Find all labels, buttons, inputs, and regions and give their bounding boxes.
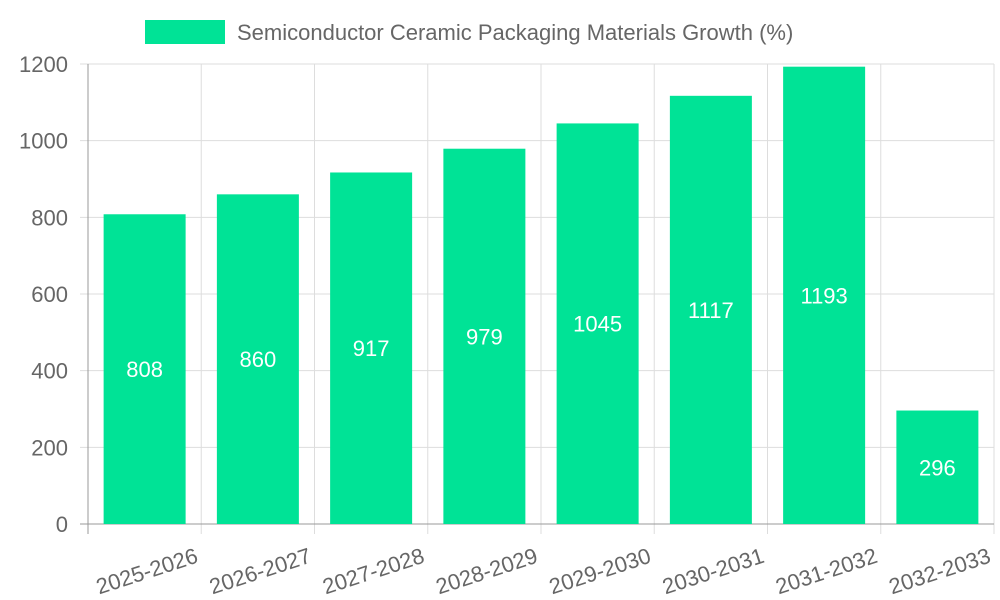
x-tick-label: 2026-2027 (206, 543, 314, 599)
bar-value-label: 1045 (573, 312, 622, 337)
bar-2031-2032[interactable] (783, 66, 866, 524)
y-tick-label: 1000 (19, 129, 68, 154)
x-tick-label: 2032-2033 (886, 543, 994, 599)
y-tick-label: 600 (31, 282, 68, 307)
x-tick-label: 2029-2030 (546, 543, 654, 599)
bar-value-label: 1193 (800, 283, 847, 308)
legend-label: Semiconductor Ceramic Packaging Material… (237, 20, 793, 45)
y-tick-label: 1200 (19, 52, 68, 77)
x-tick-label: 2025-2026 (93, 543, 201, 599)
bar-value-label: 808 (126, 357, 163, 382)
legend-swatch (145, 20, 225, 44)
bar-value-label: 979 (466, 324, 503, 349)
bar-2025-2026[interactable] (103, 214, 186, 524)
bar-value-label: 1117 (688, 298, 734, 323)
bar-value-label: 296 (919, 455, 956, 480)
x-axis-labels: 2025-2026 2026-2027 2027-2028 2028-2029 2029… (93, 543, 994, 599)
y-tick-label: 0 (56, 512, 68, 537)
y-tick-label: 200 (31, 435, 68, 460)
x-tick-label: 2028-2029 (433, 543, 541, 599)
y-axis-labels: 0 200 400 600 800 1000 1200 (19, 52, 68, 537)
x-tick-label: 2030-2031 (659, 543, 767, 599)
bars: 808 860 917 979 1045 1117 1193 296 (103, 66, 979, 525)
bar-2029-2030[interactable] (556, 123, 639, 525)
bar-2026-2027[interactable] (216, 194, 299, 525)
y-tick-label: 400 (31, 359, 68, 384)
bar-2032-2033[interactable] (896, 410, 979, 524)
y-tick-label: 800 (31, 205, 68, 230)
bar-2030-2031[interactable] (669, 95, 752, 525)
bar-value-label: 917 (353, 336, 390, 361)
x-tick-label: 2027-2028 (320, 543, 428, 599)
x-tick-label: 2031-2032 (773, 543, 881, 599)
bar-value-label: 860 (240, 347, 277, 372)
bar-2028-2029[interactable] (443, 148, 526, 524)
legend[interactable]: Semiconductor Ceramic Packaging Material… (145, 20, 793, 45)
bar-2027-2028[interactable] (330, 172, 413, 524)
